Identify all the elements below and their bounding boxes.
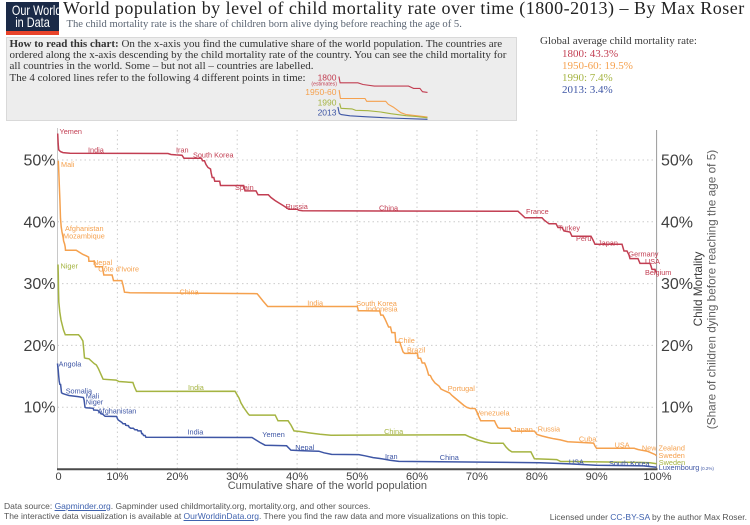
svg-text:Peru: Peru (576, 234, 591, 243)
svg-text:China: China (180, 288, 200, 297)
svg-text:Portugal: Portugal (448, 384, 476, 393)
svg-text:Iran: Iran (385, 452, 398, 461)
svg-text:Cumulative share of the world: Cumulative share of the world population (228, 480, 427, 492)
svg-text:90%: 90% (586, 471, 608, 483)
svg-text:China: China (440, 453, 460, 462)
svg-text:South Korea: South Korea (609, 459, 651, 468)
svg-text:0: 0 (56, 471, 62, 483)
svg-text:Côte d'Ivoire: Côte d'Ivoire (98, 265, 139, 274)
svg-text:Russia: Russia (286, 202, 309, 211)
svg-text:Germany: Germany (628, 250, 658, 259)
svg-text:South Korea: South Korea (356, 299, 398, 308)
svg-text:1990: 1990 (318, 98, 337, 108)
svg-text:80%: 80% (526, 471, 548, 483)
svg-text:70%: 70% (466, 471, 488, 483)
svg-text:USA: USA (615, 441, 630, 450)
svg-text:40%: 40% (661, 214, 693, 231)
svg-text:Yemen: Yemen (60, 127, 82, 136)
svg-text:Japan: Japan (513, 425, 533, 434)
svg-text:China: China (379, 204, 399, 213)
svg-text:USA: USA (569, 458, 584, 467)
svg-text:30%: 30% (226, 471, 248, 483)
svg-text:20%: 20% (661, 338, 693, 355)
svg-text:60%: 60% (406, 471, 428, 483)
svg-text:Niger: Niger (86, 397, 104, 406)
svg-text:India: India (307, 299, 324, 308)
svg-text:Japan: Japan (598, 239, 618, 248)
svg-text:100%: 100% (643, 471, 671, 483)
svg-text:Indonesia: Indonesia (366, 304, 399, 313)
svg-text:Child Mortality: Child Mortality (691, 252, 705, 327)
svg-text:1800: 1800 (318, 73, 337, 83)
svg-text:Sweden: Sweden (659, 451, 685, 460)
svg-text:New Zealand: New Zealand (642, 444, 685, 453)
svg-text:Mozambique: Mozambique (63, 232, 105, 241)
svg-text:Afghanistan: Afghanistan (65, 224, 104, 233)
svg-text:20%: 20% (23, 338, 55, 355)
svg-text:Venezuela: Venezuela (476, 409, 511, 418)
svg-text:20%: 20% (166, 471, 188, 483)
svg-text:Somalia: Somalia (66, 387, 93, 396)
svg-text:India: India (88, 146, 105, 155)
svg-text:50%: 50% (346, 471, 368, 483)
svg-text:Iran: Iran (176, 146, 189, 155)
svg-text:(estimates): (estimates) (311, 82, 337, 88)
svg-text:Afghanistan: Afghanistan (98, 407, 137, 416)
svg-text:India: India (188, 428, 205, 437)
svg-text:30%: 30% (661, 276, 693, 293)
svg-text:Brazil: Brazil (407, 346, 426, 355)
svg-text:Spain: Spain (235, 183, 254, 192)
svg-text:USA: USA (645, 257, 660, 266)
svg-text:2013: 2013 (318, 107, 337, 117)
svg-text:Niger: Niger (61, 262, 79, 271)
svg-text:50%: 50% (23, 153, 55, 170)
svg-text:Sweden: Sweden (659, 458, 685, 467)
svg-text:Mali: Mali (61, 160, 75, 169)
svg-text:India: India (188, 383, 205, 392)
svg-text:Nepal: Nepal (295, 443, 314, 452)
svg-text:10%: 10% (106, 471, 128, 483)
svg-text:Nepal: Nepal (93, 258, 112, 267)
svg-text:France: France (526, 207, 549, 216)
svg-text:(Share of children dying befor: (Share of children dying before reaching… (705, 150, 719, 429)
svg-text:Belgium: Belgium (645, 268, 671, 277)
svg-text:10%: 10% (23, 400, 55, 417)
svg-text:40%: 40% (286, 471, 308, 483)
svg-text:Russia: Russia (538, 425, 561, 434)
svg-text:Cuba: Cuba (579, 435, 597, 444)
svg-text:China: China (384, 427, 404, 436)
svg-text:Turkey: Turkey (558, 224, 580, 233)
svg-text:Luxembourg (0.2%): Luxembourg (0.2%) (659, 463, 715, 472)
svg-text:Mali: Mali (86, 391, 100, 400)
svg-text:Yemen: Yemen (262, 430, 284, 439)
svg-text:Angola: Angola (59, 360, 83, 369)
svg-text:40%: 40% (23, 214, 55, 231)
svg-text:10%: 10% (661, 400, 693, 417)
svg-text:50%: 50% (661, 153, 693, 170)
svg-text:South Korea: South Korea (193, 151, 235, 160)
svg-text:Chile: Chile (398, 336, 415, 345)
svg-text:30%: 30% (23, 276, 55, 293)
svg-text:1950-60: 1950-60 (305, 87, 336, 97)
